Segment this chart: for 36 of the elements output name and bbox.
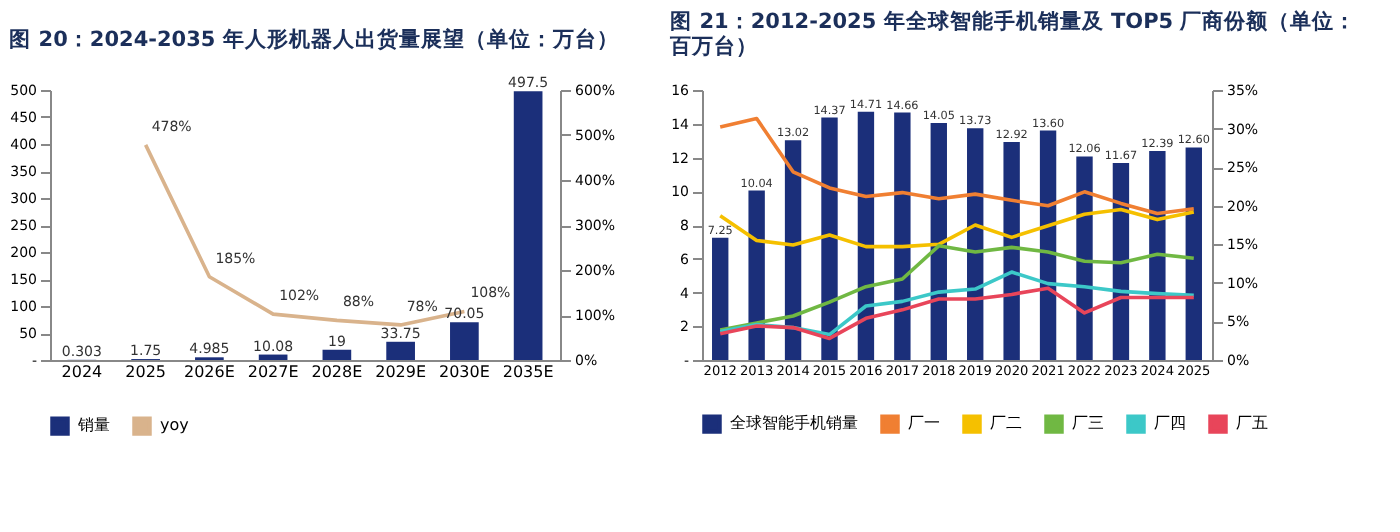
chart-title: 图 20：2024-2035 年人形机器人出货量展望（单位：万台） [9,26,619,53]
bar [784,140,802,360]
legend-label: 厂四 [1154,414,1186,433]
bar [857,111,875,360]
bar [748,190,765,360]
line-series [718,286,1196,341]
bar [821,117,838,360]
legend-label: 厂五 [1236,414,1268,433]
line-series [718,244,1196,332]
bar [930,122,947,360]
bar [712,237,729,360]
legend-label: 厂一 [908,414,940,433]
x-tick-label: 2026E [183,363,235,381]
bar [258,354,288,360]
x-tick-label: 2029E [375,363,427,381]
legend-label: 全球智能手机销量 [730,414,858,433]
chart-title: 图 21：2012-2025 年全球智能手机销量及 TOP5 厂商份额（单位：百万台） [668,8,1357,59]
bar [1149,150,1166,360]
x-tick-label: 2027E [247,363,299,381]
x-tick-label: 2030E [438,363,490,381]
legend-label: 销量 [76,416,110,435]
bar [513,91,543,360]
bar [894,112,911,360]
legend-label: yoy [160,416,190,435]
bar [322,349,352,360]
x-tick-label: 2028E [311,363,363,381]
x-tick-label: 2024 [61,363,103,381]
line-series [718,270,1196,337]
legend-label: 厂二 [990,414,1022,433]
bar [386,341,415,360]
bar [1185,147,1202,360]
legend-label: 厂三 [1072,414,1104,433]
x-tick-label: 2035E [502,363,554,381]
bar [1003,141,1020,360]
bar [450,322,479,360]
x-tick-label: 2025 [125,363,166,381]
